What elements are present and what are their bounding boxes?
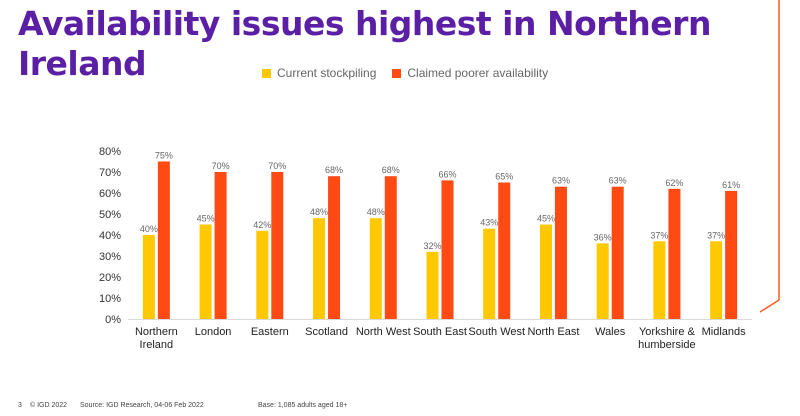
data-label-claimed-poorer-availability: 70% <box>268 161 286 171</box>
data-label-claimed-poorer-availability: 68% <box>325 165 343 175</box>
x-category-label: Scotland <box>305 326 348 338</box>
bar-current-stockpiling <box>710 241 723 319</box>
legend-item-stockpiling: Current stockpiling <box>262 66 376 80</box>
legend-swatch-availability <box>392 68 402 78</box>
y-tick-label: 80% <box>99 146 121 158</box>
title-line-1: Availability issues highest in Northern <box>18 4 711 43</box>
data-label-current-stockpiling: 43% <box>480 218 498 228</box>
legend-item-availability: Claimed poorer availability <box>392 66 548 80</box>
bar-claimed-poorer-availability <box>668 188 681 319</box>
bar-claimed-poorer-availability <box>611 186 624 319</box>
x-category-label: North West <box>356 326 411 338</box>
bar-claimed-poorer-availability <box>271 172 284 319</box>
legend-label-availability: Claimed poorer availability <box>407 66 549 80</box>
data-label-claimed-poorer-availability: 65% <box>495 172 513 182</box>
data-label-current-stockpiling: 48% <box>367 207 385 217</box>
footer: 3 © IGD 2022 Source: IGD Research, 04-06… <box>0 402 800 416</box>
bar-claimed-poorer-availability <box>214 172 227 319</box>
title-line-2: Ireland <box>18 44 147 83</box>
bar-current-stockpiling <box>426 251 439 319</box>
data-label-current-stockpiling: 45% <box>197 214 215 224</box>
data-label-claimed-poorer-availability: 75% <box>155 151 173 161</box>
x-category-label: Northern <box>135 326 178 338</box>
data-label-claimed-poorer-availability: 62% <box>665 178 683 188</box>
x-category-label: Yorkshire & <box>639 326 696 338</box>
x-category-label: Eastern <box>251 326 289 338</box>
bar-claimed-poorer-availability <box>554 186 567 319</box>
y-tick-label: 40% <box>99 230 121 242</box>
bar-current-stockpiling <box>596 243 609 319</box>
bar-current-stockpiling <box>539 224 552 319</box>
bar-current-stockpiling <box>199 224 212 319</box>
data-label-claimed-poorer-availability: 70% <box>212 161 230 171</box>
data-label-claimed-poorer-availability: 63% <box>552 176 570 186</box>
x-category-label: humberside <box>638 339 695 351</box>
data-label-current-stockpiling: 40% <box>140 224 158 234</box>
chart-legend: Current stockpiling Claimed poorer avail… <box>262 66 548 80</box>
bar-claimed-poorer-availability <box>441 180 454 319</box>
x-category-label: South East <box>413 326 467 338</box>
data-label-claimed-poorer-availability: 66% <box>438 169 456 179</box>
data-label-current-stockpiling: 42% <box>253 220 271 230</box>
y-tick-label: 0% <box>105 314 121 326</box>
bar-claimed-poorer-availability <box>328 176 341 319</box>
legend-label-stockpiling: Current stockpiling <box>277 66 377 80</box>
bar-current-stockpiling <box>142 235 155 319</box>
bar-current-stockpiling <box>483 228 496 319</box>
footer-page-number: 3 <box>18 402 22 409</box>
bar-chart: 0% 10% 20% 30% 40% 50% 60% 70% 80% 40% 75% Northern… <box>99 146 752 351</box>
page-title: Availability issues highest in Northern … <box>18 4 711 84</box>
data-label-claimed-poorer-availability: 68% <box>382 165 400 175</box>
footer-source: Source: IGD Research, 04-06 Feb 2022 <box>80 402 204 409</box>
data-label-claimed-poorer-availability: 61% <box>722 180 740 190</box>
data-label-current-stockpiling: 48% <box>310 207 328 217</box>
data-label-current-stockpiling: 32% <box>423 241 441 251</box>
bar-claimed-poorer-availability <box>157 161 170 319</box>
x-category-label: Wales <box>595 326 626 338</box>
y-tick-label: 10% <box>99 293 121 305</box>
bar-current-stockpiling <box>369 218 382 319</box>
footer-copyright: © IGD 2022 <box>30 402 68 409</box>
bar-current-stockpiling <box>313 218 326 319</box>
y-tick-label: 20% <box>99 272 121 284</box>
bar-current-stockpiling <box>256 230 269 319</box>
x-category-label: Midlands <box>702 326 747 338</box>
y-tick-label: 50% <box>99 209 121 221</box>
data-label-current-stockpiling: 36% <box>594 232 612 242</box>
x-category-label: Ireland <box>140 339 174 351</box>
x-category-label: London <box>195 326 232 338</box>
y-tick-label: 30% <box>99 251 121 263</box>
bar-current-stockpiling <box>653 241 666 319</box>
data-label-current-stockpiling: 37% <box>650 230 668 240</box>
legend-swatch-stockpiling <box>262 68 271 78</box>
data-label-current-stockpiling: 37% <box>707 230 725 240</box>
data-label-current-stockpiling: 45% <box>537 214 555 224</box>
bar-claimed-poorer-availability <box>384 176 397 319</box>
y-tick-label: 70% <box>99 167 121 179</box>
data-label-claimed-poorer-availability: 63% <box>609 176 627 186</box>
footer-base: Base: 1,085 adults aged 18+ <box>258 402 348 409</box>
x-category-label: South West <box>468 326 525 338</box>
x-category-label: North East <box>527 326 579 338</box>
bar-claimed-poorer-availability <box>725 190 738 319</box>
bar-claimed-poorer-availability <box>498 182 511 319</box>
y-tick-label: 60% <box>99 188 121 200</box>
